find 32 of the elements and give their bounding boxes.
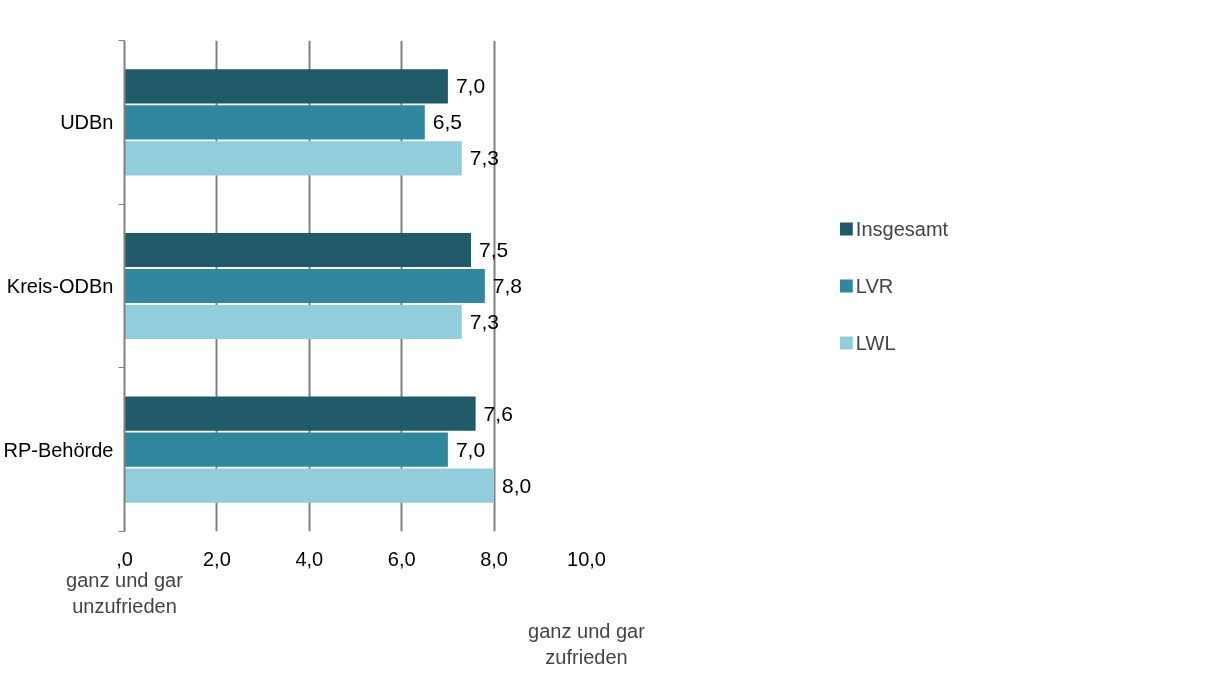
x-tick-label: 6,0 <box>387 547 416 570</box>
y-tick-label: UDBn <box>60 111 114 134</box>
data-label: 7,0 <box>455 74 486 98</box>
text: ganz und gar zufrieden <box>528 619 646 668</box>
legend-label: LWL <box>855 331 896 354</box>
data-label: 8,0 <box>502 473 532 497</box>
data-label: 7,3 <box>469 310 499 334</box>
data-label: 7,5 <box>479 237 509 261</box>
y-tick-label: Kreis-ODBn <box>6 275 114 297</box>
legend-label: LVR <box>855 274 894 297</box>
bar <box>124 396 476 431</box>
bar <box>124 432 448 467</box>
x-tick-label: 4,0 <box>295 547 324 570</box>
legend-label: Insgesamt <box>855 217 949 240</box>
bar <box>124 105 425 140</box>
data-label: 7,8 <box>492 274 523 297</box>
text: ganz und gar unzufrieden <box>66 568 184 617</box>
x-tick-label: 2,0 <box>203 547 231 570</box>
x-tick-label: ,0 <box>116 547 133 570</box>
bar <box>124 232 471 268</box>
bar <box>124 304 462 340</box>
x-tick-label: 8,0 <box>480 547 509 570</box>
bar <box>124 468 495 503</box>
x-tick-label: 10,0 <box>567 547 606 570</box>
data-label: 7,6 <box>483 401 513 425</box>
data-label: 6,5 <box>432 110 462 134</box>
bar <box>124 268 485 304</box>
data-label: 7,3 <box>469 146 499 170</box>
bar <box>124 141 462 176</box>
bar <box>124 69 448 104</box>
y-tick-label: RP-Behörde <box>3 438 114 461</box>
data-label: 7,0 <box>455 437 486 461</box>
